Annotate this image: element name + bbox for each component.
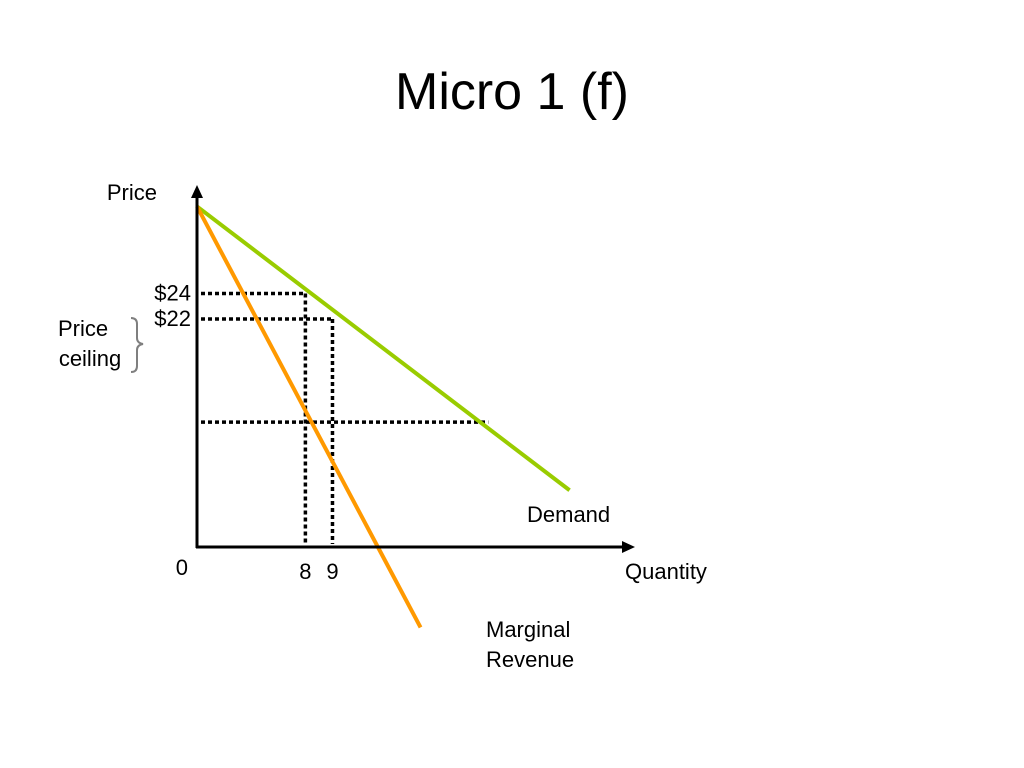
y-axis-arrow [191,185,203,198]
y-tick-label-1: $24 [154,280,191,305]
demand-line [195,204,571,492]
y-tick-label-2: $22 [154,306,191,331]
price-ceiling-label-line2: ceiling [59,346,121,371]
price-ceiling-brace [130,317,144,373]
marginal-revenue-line [195,205,423,629]
marginal-revenue-label-line2: Revenue [486,647,574,672]
y-tick-labels: $24$22 [154,280,191,331]
y-axis-label: Price [107,180,157,205]
x-axis-label: Quantity [625,559,707,584]
x-tick-label-1: 8 [299,559,311,584]
origin-label: 0 [176,555,188,580]
demand-label: Demand [527,502,610,527]
slide-title: Micro 1 (f) [395,63,629,121]
marginal-revenue-label-line1: Marginal [486,617,570,642]
x-axis-arrow [622,541,635,553]
guide-lines [201,291,489,544]
price-ceiling-label-line1: Price [58,316,108,341]
x-tick-label-2: 9 [326,559,338,584]
